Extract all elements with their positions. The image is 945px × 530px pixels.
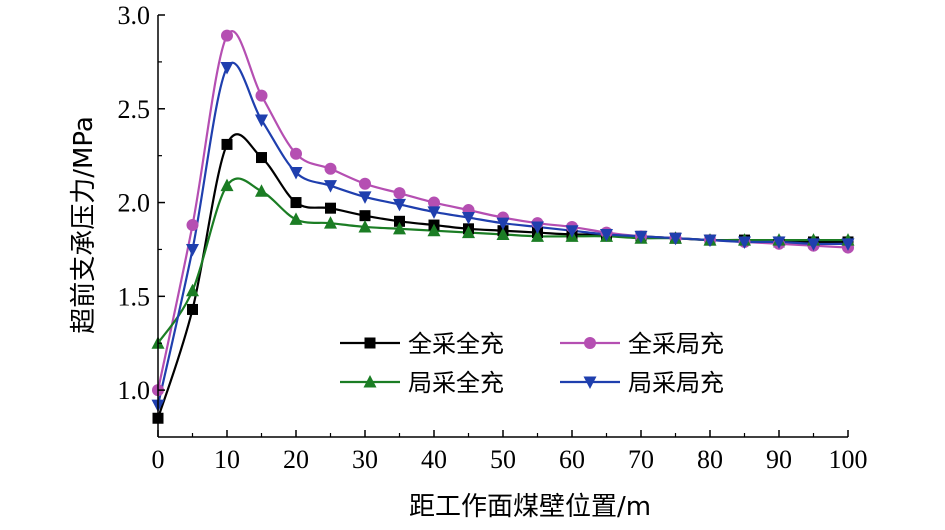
data-point-s4-5 [324,180,337,193]
data-point-s3-7 [393,221,406,235]
data-point-s2-7 [393,187,406,200]
axes: 0 10 20 30 40 50 60 70 80 90 100 1.0 1.5 2.0 2.5 3.0 [118,1,868,474]
data-point-s1-5 [325,202,336,214]
x-tick-label: 30 [352,445,378,474]
data-point-s1-3 [256,152,267,164]
series-line-3 [157,177,848,344]
data-point-s3-1 [186,283,199,297]
x-tick-label: 90 [766,445,792,474]
data-point-s4-7 [393,198,406,212]
series-markers [151,29,855,424]
data-point-s3-9 [462,225,475,239]
series-line-4 [156,61,849,406]
y-tick-label: 1.5 [118,282,151,311]
data-point-s4-11 [531,221,544,234]
data-point-s4-15 [669,232,682,246]
data-point-s4-6 [358,191,372,204]
data-point-s4-19 [807,238,820,251]
data-point-s3-5 [324,216,337,229]
data-point-s3-10 [496,227,510,240]
data-point-s1-2 [221,138,233,150]
x-tick-label: 10 [214,445,240,474]
data-point-s1-6 [359,210,371,222]
data-point-s4-2 [220,62,234,75]
x-tick-label: 50 [490,445,516,474]
x-tick-label: 0 [152,445,165,474]
data-point-s4-13 [600,228,613,242]
x-tick-label: 70 [628,445,654,474]
data-point-s3-2 [220,178,234,192]
x-axis-title: 距工作面煤壁位置/m [409,492,651,522]
y-tick-label: 1.0 [118,376,151,405]
y-axis-title: 超前支承压力/MPa [69,116,99,334]
data-point-s4-12 [565,225,579,238]
data-point-s2-3 [255,89,268,102]
x-tick-label: 40 [421,445,447,474]
data-point-s4-18 [772,236,786,249]
legend-marker-4 [583,376,597,389]
y-tick-label: 2.0 [118,189,151,218]
data-point-s3-3 [255,184,268,197]
legend-label-1: 全采全充 [408,330,504,358]
legend-marker-2 [584,337,596,349]
legend-label-4: 局采局充 [628,369,724,397]
y-tick-label: 2.5 [118,95,151,124]
data-point-s1-4 [290,197,302,209]
data-point-s4-8 [427,206,441,219]
x-tick-label: 100 [829,445,868,474]
data-point-s3-8 [427,223,441,237]
data-point-s4-14 [634,230,648,244]
data-point-s2-5 [324,162,337,175]
data-point-s4-9 [462,212,475,225]
x-tick-label: 20 [283,445,309,474]
data-point-s4-4 [289,167,303,180]
x-tick-label: 80 [697,445,723,474]
data-point-s2-2 [221,29,233,42]
legend-label-3: 局采全充 [408,369,504,397]
data-point-s4-20 [841,238,855,251]
legend-marker-3 [363,375,377,388]
data-point-s4-10 [496,217,510,231]
data-point-s1-7 [394,215,405,227]
data-point-s3-11 [531,229,544,242]
data-point-s4-3 [255,114,268,128]
data-point-s2-4 [290,147,302,160]
data-point-s1-1 [187,303,198,315]
data-point-s2-6 [359,177,371,190]
data-point-s4-16 [703,234,717,248]
data-point-s2-8 [428,196,440,209]
legend-label-2: 全采局充 [628,330,724,358]
data-point-s2-1 [186,219,199,232]
data-point-s4-17 [738,236,751,249]
y-tick-label: 3.0 [118,1,151,30]
data-point-s3-4 [289,212,303,225]
data-point-s4-1 [186,243,199,257]
data-point-s3-6 [358,219,372,233]
x-tick-label: 60 [559,445,585,474]
legend-marker-1 [364,337,376,349]
